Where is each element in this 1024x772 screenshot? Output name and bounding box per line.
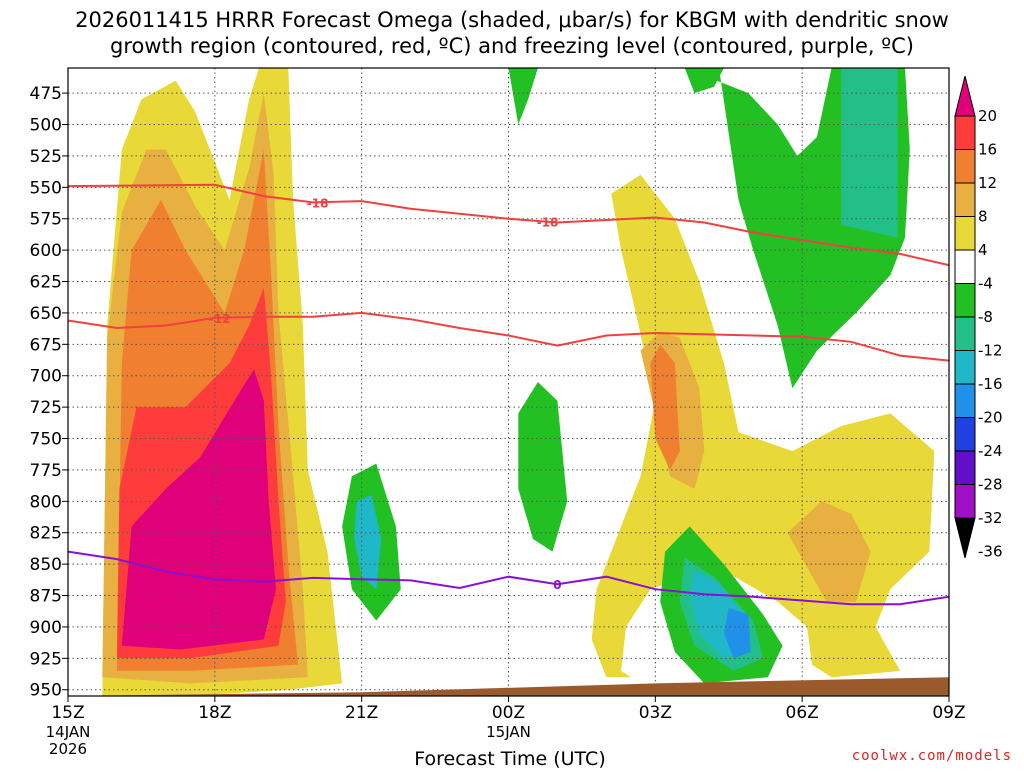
colorbar-bottom-arrow bbox=[954, 517, 976, 559]
y-tick-label: 500 bbox=[30, 116, 62, 136]
colorbar-segment bbox=[954, 450, 976, 485]
y-tick-label: 875 bbox=[30, 587, 62, 607]
colorbar-tick-label: -24 bbox=[978, 442, 1003, 460]
y-tick-label: 925 bbox=[30, 649, 62, 669]
credit-text: coolwx.com/models bbox=[852, 748, 1012, 764]
ground-fill bbox=[68, 677, 949, 696]
x-tick-label: 21Z bbox=[345, 703, 378, 723]
y-tick-label: 575 bbox=[30, 210, 62, 230]
colorbar-tick-label: 8 bbox=[978, 208, 988, 226]
y-tick-label: 550 bbox=[30, 178, 62, 198]
colorbar-tick-label: 4 bbox=[978, 241, 988, 259]
colorbar-segment bbox=[954, 149, 976, 184]
y-tick-label: 850 bbox=[30, 555, 62, 575]
y-tick-label: 525 bbox=[30, 147, 62, 167]
colorbar-tick-label: -20 bbox=[978, 409, 1003, 427]
colorbar: 20 16 12 8 4 -4 -8 -12 -16 -20 -24 -28 -32 -36 bbox=[954, 75, 1003, 561]
freezing-level-0-label: 0 bbox=[553, 578, 561, 592]
ground-surface bbox=[68, 677, 949, 696]
y-tick-label: 900 bbox=[30, 618, 62, 638]
x-tick-label: 00Z bbox=[492, 703, 525, 723]
omega-neg16-neg20-region-0 bbox=[723, 608, 751, 659]
omega-neg8-neg12-region-0 bbox=[841, 68, 898, 238]
colorbar-segment bbox=[954, 115, 976, 150]
x-axis-label: Forecast Time (UTC) bbox=[414, 748, 605, 768]
colorbar-segment bbox=[954, 182, 976, 217]
y-tick-label: 825 bbox=[30, 524, 62, 544]
omega-neg4-neg8-region-2 bbox=[684, 68, 724, 94]
colorbar-segment bbox=[954, 484, 976, 519]
y-tick-label: 950 bbox=[30, 681, 62, 701]
colorbar-segment bbox=[954, 417, 976, 452]
x-tick-label: 09Z bbox=[932, 703, 965, 723]
omega-8-12-region-2 bbox=[787, 501, 871, 602]
y-tick-label: 600 bbox=[30, 241, 62, 261]
colorbar-segment bbox=[954, 249, 976, 284]
colorbar-tick-label: -4 bbox=[978, 275, 993, 293]
colorbar-top-arrow bbox=[954, 75, 976, 117]
colorbar-tick-label: -12 bbox=[978, 342, 1003, 360]
x-tick-date: 14JAN bbox=[46, 723, 91, 741]
colorbar-tick-label: 16 bbox=[978, 141, 997, 159]
dgz-minus-12-line bbox=[68, 311, 949, 362]
colorbar-tick-label: 12 bbox=[978, 174, 997, 192]
y-tick-label: 700 bbox=[30, 367, 62, 387]
colorbar-tick-label: -32 bbox=[978, 509, 1003, 527]
x-tick-date: 15JAN bbox=[486, 723, 531, 741]
colorbar-tick-label: -36 bbox=[978, 543, 1003, 561]
dgz-minus-12-label: -12 bbox=[209, 312, 231, 326]
y-tick-label: 625 bbox=[30, 273, 62, 293]
chart-title-line2: growth region (contoured, red, ºC) and f… bbox=[110, 34, 914, 58]
colorbar-segment bbox=[954, 350, 976, 385]
x-tick-label: 18Z bbox=[198, 703, 231, 723]
y-tick-label: 725 bbox=[30, 398, 62, 418]
colorbar-tick-label: 20 bbox=[978, 107, 997, 125]
chart-title-line1: 2026011415 HRRR Forecast Omega (shaded, … bbox=[75, 8, 949, 32]
temperature-contours: -18 -18 -12 0 bbox=[68, 183, 949, 606]
colorbar-tick-label: -16 bbox=[978, 375, 1003, 393]
omega-neg4-neg8-region-0 bbox=[508, 68, 538, 125]
y-tick-label: 775 bbox=[30, 461, 62, 481]
y-tick-label: 650 bbox=[30, 304, 62, 324]
x-tick-label: 03Z bbox=[639, 703, 672, 723]
x-tick-year: 2026 bbox=[49, 740, 87, 758]
omega-neg12-neg16-region-0 bbox=[354, 495, 382, 590]
y-axis: 475 500 525 550 575 600 625 650 675 700 725 750 775 8… bbox=[30, 84, 68, 701]
y-tick-label: 675 bbox=[30, 335, 62, 355]
x-tick-label: 15Z bbox=[51, 703, 84, 723]
y-tick-label: 475 bbox=[30, 84, 62, 104]
colorbar-segment bbox=[954, 316, 976, 351]
y-tick-label: 750 bbox=[30, 430, 62, 450]
dgz-minus-18-label: -18 bbox=[307, 196, 329, 210]
omega-neg4-neg8-region-3 bbox=[518, 382, 568, 552]
dgz-minus-18-line bbox=[68, 183, 949, 267]
y-tick-label: 800 bbox=[30, 492, 62, 512]
dgz-minus-18-label: -18 bbox=[537, 216, 559, 230]
x-tick-label: 06Z bbox=[786, 703, 819, 723]
grid-lines bbox=[68, 68, 949, 696]
colorbar-segment bbox=[954, 216, 976, 251]
freezing-level-0-line bbox=[68, 550, 949, 606]
colorbar-tick-label: -8 bbox=[978, 308, 993, 326]
colorbar-segment bbox=[954, 383, 976, 418]
colorbar-segment bbox=[954, 283, 976, 318]
colorbar-tick-label: -28 bbox=[978, 476, 1003, 494]
